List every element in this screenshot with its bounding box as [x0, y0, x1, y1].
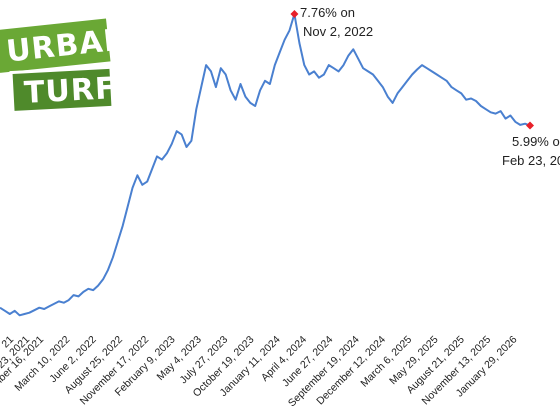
peak-annotation-line2: Nov 2, 2022: [303, 24, 373, 39]
peak-annotation-line1: 7.76% on: [300, 5, 355, 20]
current-annotation-line2: Feb 23, 2026: [502, 153, 560, 168]
annotation-markers: [290, 10, 534, 130]
urban-turf-logo: URBAN TURF: [0, 15, 131, 115]
logo-bottom-sign: [9, 65, 115, 115]
current-marker: [526, 121, 534, 130]
logo-top-sign: [0, 15, 114, 77]
current-annotation-line1: 5.99% on: [512, 134, 560, 149]
logo-text-turf: TURF: [23, 71, 117, 111]
rate-series-line: [0, 13, 531, 317]
peak-marker: [290, 10, 299, 18]
